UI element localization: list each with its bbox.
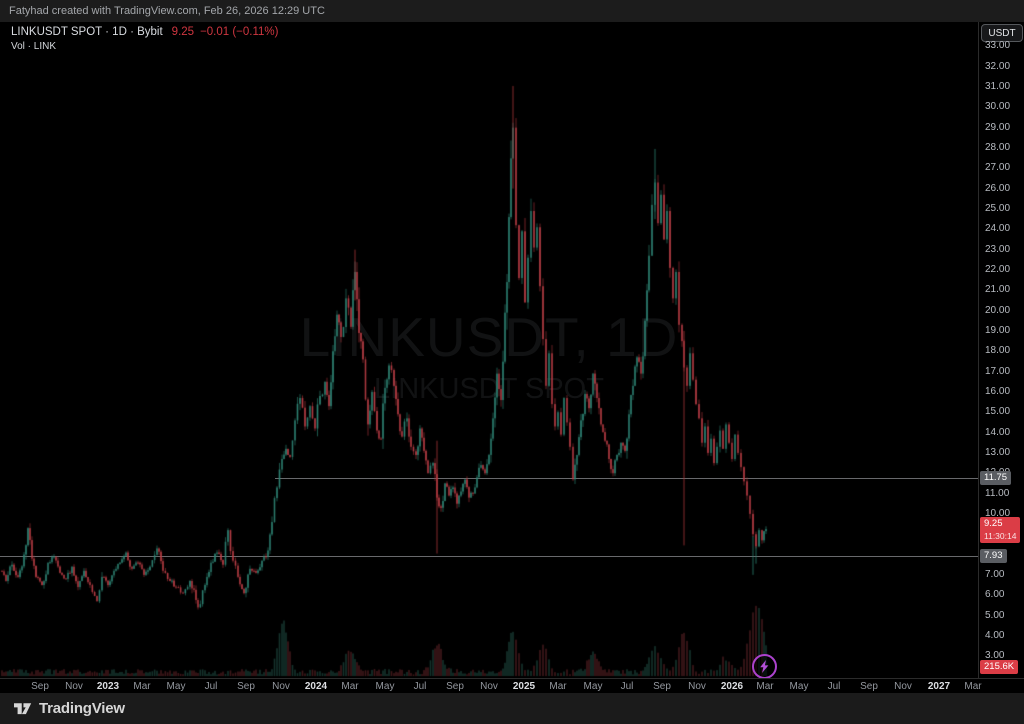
- legend-symbol-title: LINKUSDT SPOT · 1D · Bybit: [11, 26, 163, 38]
- legend-symbol-row[interactable]: LINKUSDT SPOT · 1D · Bybit 9.25 −0.01 (−0.…: [11, 26, 279, 38]
- time-tick-month: Nov: [688, 681, 706, 692]
- price-tick-label: 18.00: [985, 345, 1011, 357]
- legend: LINKUSDT SPOT · 1D · Bybit 9.25 −0.01 (−0.…: [11, 26, 279, 52]
- time-tick-month: Mar: [341, 681, 359, 692]
- lightning-bolt-icon: [760, 660, 769, 673]
- last-price-badge: 9.25 11:30:14: [980, 517, 1021, 544]
- price-tick-label: 33.00: [985, 40, 1011, 52]
- price-tick-label: 26.00: [985, 182, 1011, 194]
- price-tick-label: 16.00: [985, 385, 1011, 397]
- time-tick-month: Jul: [827, 681, 841, 692]
- time-tick-month: Sep: [653, 681, 671, 692]
- price-tick-label: 29.00: [985, 121, 1011, 133]
- price-tick-label: 28.00: [985, 141, 1011, 153]
- price-tick-label: 3.00: [985, 650, 1005, 662]
- price-tick-label: 17.00: [985, 365, 1011, 377]
- currency-toggle-button[interactable]: USDT: [981, 24, 1023, 42]
- time-tick-month: Nov: [65, 681, 83, 692]
- price-tick-label: 13.00: [985, 446, 1011, 458]
- time-tick-month: Mar: [756, 681, 774, 692]
- time-tick-month: Mar: [133, 681, 151, 692]
- time-tick-year: 2024: [304, 681, 328, 692]
- time-tick-year: 2027: [927, 681, 951, 692]
- price-tick-label: 4.00: [985, 629, 1005, 641]
- level-badge-upper: 11.75: [980, 471, 1012, 486]
- time-tick-month: Nov: [480, 681, 498, 692]
- price-axis[interactable]: USDT 11.75 9.25 11:30:14 7.93 215.6K 33.…: [978, 22, 1024, 678]
- price-tick-label: 5.00: [985, 609, 1005, 621]
- time-tick-month: Jul: [620, 681, 634, 692]
- price-tick-label: 25.00: [985, 202, 1011, 214]
- price-tick-label: 11.00: [985, 487, 1010, 499]
- time-tick-month: May: [789, 681, 809, 692]
- time-tick-month: Mar: [964, 681, 982, 692]
- time-tick-month: May: [166, 681, 186, 692]
- time-axis[interactable]: Sep Nov 2023 Mar May Jul Sep Nov 2024 Mar May Jul Se…: [0, 678, 1024, 694]
- price-tick-label: 7.00: [985, 568, 1005, 580]
- price-tick-label: 23.00: [985, 243, 1011, 255]
- price-tick-label: 10.00: [985, 507, 1011, 519]
- bar-countdown: 11:30:14: [984, 531, 1017, 542]
- candlestick-chart[interactable]: [0, 22, 978, 678]
- time-tick-month: May: [375, 681, 395, 692]
- time-tick-month: Jul: [204, 681, 218, 692]
- price-tick-label: 14.00: [985, 426, 1011, 438]
- attribution-bar: Fatyhad created with TradingView.com, Fe…: [0, 0, 1024, 22]
- price-tick-label: 22.00: [985, 263, 1011, 275]
- boost-button[interactable]: [752, 654, 777, 679]
- price-tick-label: 20.00: [985, 304, 1011, 316]
- time-tick-month: Nov: [894, 681, 912, 692]
- price-tick-label: 15.00: [985, 406, 1011, 418]
- last-price-value: 9.25: [984, 518, 1003, 530]
- bottom-toolbar: TradingView: [0, 693, 1024, 724]
- time-tick-month: May: [583, 681, 603, 692]
- time-tick-month: Sep: [860, 681, 878, 692]
- time-tick-year: 2025: [512, 681, 536, 692]
- price-tick-label: 30.00: [985, 101, 1011, 113]
- price-tick-label: 21.00: [985, 284, 1011, 296]
- attribution-text: Fatyhad created with TradingView.com, Fe…: [9, 5, 325, 17]
- time-tick-month: Mar: [549, 681, 567, 692]
- level-badge-lower: 7.93: [980, 548, 1007, 563]
- time-tick-month: Sep: [237, 681, 255, 692]
- price-tick-label: 27.00: [985, 162, 1011, 174]
- time-tick-month: Nov: [272, 681, 290, 692]
- time-tick-month: Sep: [31, 681, 49, 692]
- legend-volume-row[interactable]: Vol · LINK: [11, 41, 57, 52]
- price-tick-label: 19.00: [985, 324, 1011, 336]
- price-tick-label: 6.00: [985, 589, 1005, 601]
- time-tick-month: Sep: [446, 681, 464, 692]
- time-tick-year: 2023: [96, 681, 120, 692]
- time-tick-month: Jul: [413, 681, 427, 692]
- tradingview-wordmark[interactable]: TradingView: [39, 700, 125, 717]
- tradingview-logo-icon[interactable]: [13, 700, 32, 717]
- price-tick-label: 31.00: [985, 80, 1011, 92]
- price-tick-label: 24.00: [985, 223, 1011, 235]
- time-tick-year: 2026: [720, 681, 744, 692]
- price-tick-label: 32.00: [985, 60, 1011, 72]
- legend-change: −0.01 (−0.11%): [200, 26, 279, 38]
- legend-last-price: 9.25: [171, 26, 195, 38]
- volume-badge: 215.6K: [980, 660, 1019, 674]
